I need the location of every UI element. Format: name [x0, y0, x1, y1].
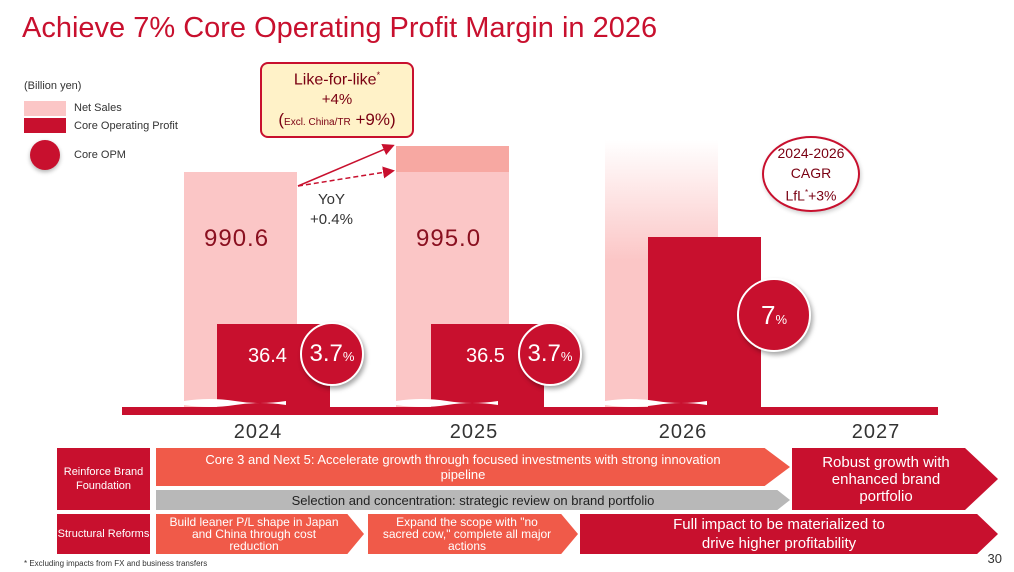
core-op-value-2024: 36.4: [248, 345, 287, 367]
year-label-2027: 2027: [851, 421, 901, 443]
cagr-period: 2024-2026: [777, 145, 845, 161]
year-label-2026: 2026: [658, 421, 708, 443]
opm-badge-2025: 3.7%: [518, 322, 582, 386]
opm-value-2024: 3.7: [309, 340, 343, 367]
axis-break-marks: [184, 399, 707, 407]
legend-swatch-net-sales: [24, 101, 66, 116]
callout-value: +4%: [321, 91, 353, 109]
callout-title: Like-for-like: [293, 71, 377, 89]
arrow-core3-next5: Core 3 and Next 5: Accelerate growth thr…: [156, 448, 790, 486]
footnote: * Excluding impacts from FX and business…: [24, 559, 208, 568]
cagr-title: CAGR: [790, 165, 832, 181]
bar-lfl-increment-2025: [396, 146, 509, 172]
cagr-footnote-mark: *: [804, 188, 809, 197]
arrow-full-impact: Full impact to be materialized to drive …: [580, 514, 998, 554]
cagr-value: +3%: [808, 187, 837, 204]
legend-label-core-opm: Core OPM: [74, 149, 126, 161]
opm-value-2026: 7: [760, 300, 776, 330]
yoy-value: +0.4%: [310, 211, 353, 228]
arrow-expand-scope: Expand the scope with "no sacred cow," c…: [368, 514, 578, 554]
opm-badge-2026: 7%: [737, 278, 811, 352]
callout-open-paren: (: [278, 110, 285, 130]
callout-footnote-mark: *: [376, 70, 381, 80]
lfl-growth-arrow: [297, 144, 395, 187]
core-op-value-2025: 36.5: [466, 345, 505, 367]
legend-swatch-core-op: [24, 118, 66, 133]
opm-value-2025: 3.7: [527, 340, 561, 367]
x-axis-band: [122, 407, 938, 415]
opm-badge-2024: 3.7%: [300, 322, 364, 386]
callout-close-paren: ): [389, 110, 396, 130]
page-number: 30: [987, 551, 1002, 566]
year-label-2025: 2025: [449, 421, 499, 443]
legend-label-net-sales: Net Sales: [74, 102, 122, 114]
legend-swatch-core-opm: [30, 140, 60, 170]
yoy-label: YoY +0.4%: [310, 190, 353, 230]
yoy-growth-arrow: [297, 166, 395, 187]
yoy-title: YoY: [317, 191, 345, 208]
opm-unit-2024: %: [342, 349, 355, 364]
cagr-lfl-label: LfL: [785, 187, 805, 204]
year-label-2024: 2024: [233, 421, 283, 443]
opm-unit-2025: %: [560, 349, 573, 364]
row-label-structural: Structural Reforms: [57, 514, 150, 554]
callout-excl-label: Excl. China/TR: [284, 117, 351, 129]
net-sales-value-2025: 995.0: [416, 225, 482, 252]
unit-label: (Billion yen): [24, 80, 82, 92]
arrow-leaner-pl: Build leaner P/L shape in Japan and Chin…: [156, 514, 364, 554]
page-title: Achieve 7% Core Operating Profit Margin …: [22, 12, 658, 44]
row-label-reinforce: Reinforce Brand Foundation: [57, 448, 150, 510]
arrow-robust-growth: Robust growth with enhanced brand portfo…: [792, 448, 998, 510]
legend-label-core-op: Core Operating Profit: [74, 120, 178, 132]
cagr-badge: 2024-2026 CAGR LfL*+3%: [762, 136, 860, 212]
callout-excl-value: +9%: [350, 110, 390, 130]
net-sales-value-2024: 990.6: [204, 225, 270, 252]
like-for-like-callout: Like-for-like* +4% (Excl. China/TR +9%): [260, 62, 414, 138]
opm-unit-2026: %: [775, 312, 788, 327]
arrow-selection-concentration: Selection and concentration: strategic r…: [156, 490, 790, 510]
